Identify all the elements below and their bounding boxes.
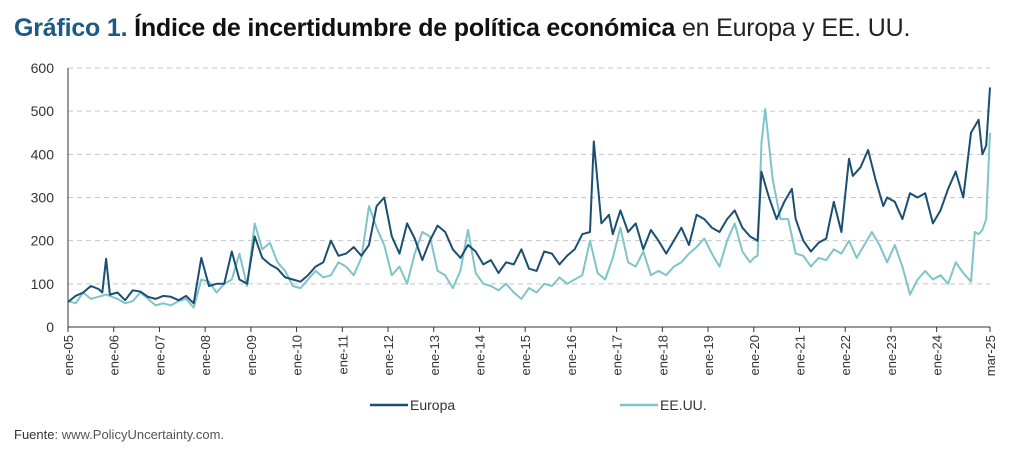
x-tick-label: ene-14 <box>472 335 487 375</box>
source-label: Fuente <box>14 427 55 442</box>
x-tick-label: ene-09 <box>244 335 259 375</box>
x-tick-label: ene-05 <box>61 335 76 375</box>
x-tick-label: ene-18 <box>655 335 670 375</box>
y-tick-label: 300 <box>31 190 55 206</box>
x-tick-label: ene-11 <box>335 335 350 375</box>
chart-title-rest: en Europa y EE. UU. <box>681 14 911 42</box>
x-tick-label: ene-17 <box>610 335 625 375</box>
y-tick-label: 0 <box>46 319 54 335</box>
x-tick-label: ene-24 <box>930 335 945 375</box>
x-tick-label: ene-10 <box>290 335 305 375</box>
chart-title: Gráfico 1. Índice de incertidumbre de po… <box>14 14 910 43</box>
legend-europa-label: Europa <box>410 397 455 413</box>
x-tick-label: ene-23 <box>884 335 899 375</box>
x-tick-label: ene-22 <box>838 335 853 375</box>
source-note: Fuente: www.PolicyUncertainty.com. <box>14 427 224 442</box>
x-tick-label: ene-08 <box>198 335 213 375</box>
x-tick-label: ene-13 <box>427 335 442 375</box>
x-tick-label: ene-16 <box>564 335 579 375</box>
y-tick-label: 500 <box>31 103 55 119</box>
source-text: : www.PolicyUncertainty.com. <box>54 427 225 442</box>
y-tick-label: 600 <box>31 60 55 76</box>
x-tick-label: ene-07 <box>152 335 167 375</box>
x-tick-label: ene-12 <box>381 335 396 375</box>
x-tick-label: mar-25 <box>983 335 998 376</box>
series-line-eeuu <box>67 108 991 309</box>
x-tick-label: ene-19 <box>701 335 716 375</box>
y-tick-label: 100 <box>31 276 55 292</box>
x-tick-label: ene-20 <box>747 335 762 375</box>
line-chart: 0 100 200 300 400 500 600 ene-05 ene-06 ene-07 ene… <box>31 60 998 413</box>
y-tick-label: 200 <box>31 233 55 249</box>
chart-title-bold: Índice de incertidumbre de política econ… <box>134 14 676 42</box>
y-tick-label: 400 <box>31 146 55 162</box>
series-line-europa <box>67 87 991 305</box>
chart-number: Gráfico 1. <box>14 14 128 42</box>
x-tick-label: ene-06 <box>107 335 122 375</box>
x-tick-label: ene-21 <box>793 335 808 375</box>
legend-eeuu-label: EE.UU. <box>660 397 707 413</box>
x-tick-label: ene-15 <box>518 335 533 375</box>
